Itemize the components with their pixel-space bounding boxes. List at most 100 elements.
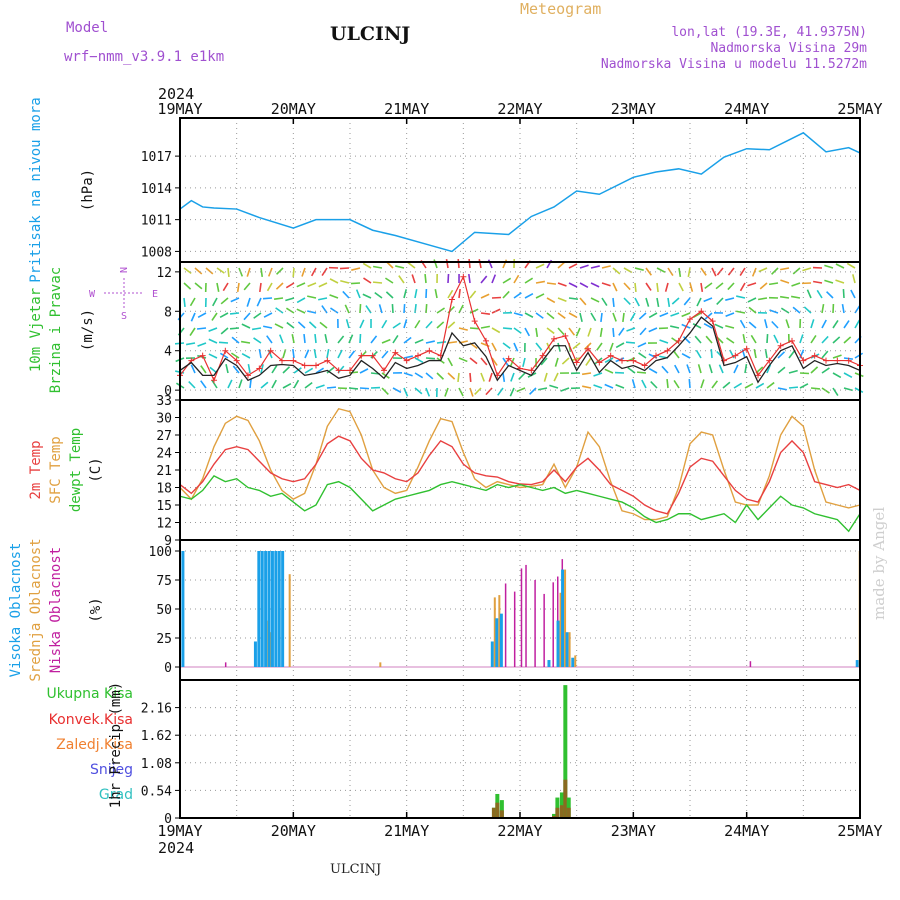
- wind-gust-marker: [290, 357, 297, 364]
- wind-barb: [497, 387, 504, 396]
- wind-barb: [575, 327, 581, 337]
- precip-total-bar: [563, 685, 568, 818]
- wind-barb: [842, 288, 845, 299]
- precip-legend-item: Zaledj.Kisa: [56, 737, 133, 753]
- wind-barb: [590, 312, 597, 322]
- date-label-bottom: 22MAY: [497, 822, 542, 840]
- wind-barb: [535, 312, 544, 319]
- wind-barb: [424, 273, 427, 284]
- wind-barb: [414, 289, 418, 299]
- wind-gust-marker: [743, 345, 750, 352]
- wind-gust-marker: [381, 367, 387, 374]
- wind-barb: [263, 312, 273, 318]
- y-tick-label: 0: [164, 661, 172, 676]
- wind-gust-marker: [698, 308, 705, 315]
- wind-barb: [766, 364, 772, 374]
- wind-gust-marker: [653, 352, 659, 359]
- wind-barb: [768, 282, 779, 286]
- wind-barb: [275, 307, 284, 314]
- wind-gust-marker: [766, 357, 773, 364]
- t2m-line: [179, 435, 861, 515]
- cloud-mid-bar: [379, 662, 382, 667]
- wind-axis-title-1: 10m Vjetar: [28, 288, 44, 372]
- wind-barb: [656, 267, 666, 273]
- wind-barb: [636, 371, 647, 374]
- date-label-top: 21MAY: [384, 100, 429, 118]
- wind-barb: [348, 387, 359, 390]
- wind-barb: [700, 267, 707, 276]
- precip-conv-bar: [552, 815, 556, 818]
- wind-barb: [692, 323, 702, 329]
- wind-barb: [513, 292, 522, 299]
- y-tick-label: 0: [164, 384, 172, 399]
- wind-barb: [314, 333, 317, 344]
- wind-barb: [480, 312, 491, 315]
- wind-barb: [491, 342, 497, 352]
- wind-barb: [769, 309, 779, 314]
- wind-barb: [634, 282, 637, 293]
- wind-barb: [821, 367, 830, 374]
- wind-barb: [697, 364, 702, 374]
- wind-barb: [308, 321, 317, 329]
- wind-barb: [251, 327, 262, 331]
- wind-barb: [824, 279, 834, 284]
- cloud-high-bar: [571, 657, 575, 667]
- wind-gust-marker: [732, 352, 739, 359]
- wind-barb: [403, 303, 406, 314]
- wind-barb: [348, 334, 354, 344]
- wind-barb: [518, 372, 526, 381]
- date-label-top: 24MAY: [724, 100, 769, 118]
- wind-barb: [650, 380, 658, 389]
- wind-barb: [612, 282, 618, 292]
- wind-barb: [799, 383, 809, 389]
- wind-barb: [771, 320, 779, 329]
- wind-barb: [846, 262, 856, 269]
- wind-barb: [623, 297, 631, 305]
- wind-barb: [686, 364, 691, 374]
- wind-barb: [509, 387, 515, 397]
- wind-barb: [788, 350, 796, 359]
- wind-barb: [177, 312, 185, 321]
- wind-barb: [324, 334, 328, 344]
- wind-barb: [645, 297, 650, 307]
- wind-barb: [425, 320, 433, 329]
- wind-barb: [313, 349, 317, 359]
- wind-barb: [188, 380, 196, 389]
- altitude-label: Nadmorska Visina 29m: [710, 41, 867, 56]
- wind-barb: [229, 312, 240, 315]
- cloud-high-bar: [277, 551, 281, 667]
- wind-barb: [337, 349, 343, 359]
- wind-barb: [256, 297, 262, 307]
- wind-barb: [447, 372, 456, 380]
- wind-barb: [535, 280, 546, 284]
- wind-barb: [812, 280, 823, 284]
- cloud-low-bar: [504, 583, 507, 667]
- cloud-high-bar: [565, 632, 569, 667]
- wind-barb: [359, 319, 365, 329]
- wind-barb: [189, 297, 196, 307]
- wind-barb: [329, 294, 339, 299]
- wind-gust-marker: [641, 362, 648, 369]
- wind-barb: [689, 282, 694, 292]
- wind-barb: [510, 372, 515, 382]
- wind-barb: [590, 265, 600, 269]
- wind-gust-marker: [403, 357, 410, 364]
- wind-barb: [524, 292, 534, 299]
- wind-barb: [362, 293, 372, 299]
- wind-barb: [648, 367, 658, 374]
- wind-barb: [502, 290, 510, 299]
- wind-barb: [596, 342, 603, 351]
- wind-barb: [307, 282, 317, 288]
- wind-barb: [711, 380, 719, 389]
- wind-gust-marker: [823, 357, 829, 364]
- wind-barb: [810, 366, 819, 374]
- wind-barb: [513, 312, 523, 317]
- wind-barb: [710, 348, 713, 359]
- wind-barb: [321, 267, 328, 276]
- wind-barb: [766, 333, 769, 344]
- wind-barb: [700, 379, 705, 389]
- dewpoint-line: [179, 474, 861, 533]
- wind-barb: [230, 352, 240, 359]
- wind-gust-marker: [675, 337, 682, 344]
- wind-barb: [340, 279, 350, 284]
